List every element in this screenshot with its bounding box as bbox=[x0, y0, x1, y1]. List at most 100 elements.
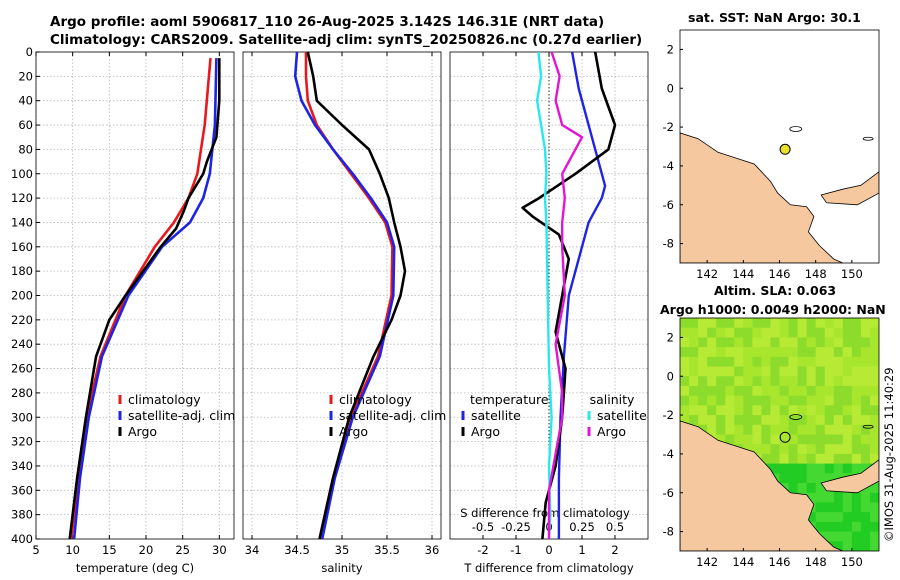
sla-cell bbox=[797, 385, 808, 397]
sla-cell bbox=[797, 395, 808, 406]
sla-cell bbox=[842, 356, 853, 368]
sla-cell bbox=[833, 492, 844, 503]
sla-cell bbox=[761, 415, 771, 426]
sla-cell bbox=[833, 327, 844, 338]
sla-cell bbox=[797, 337, 808, 348]
x-tick-label: 10 bbox=[65, 543, 80, 557]
temp-satellite-clim-line bbox=[72, 58, 218, 540]
sla-cell bbox=[725, 376, 735, 387]
sla-cell bbox=[779, 463, 790, 474]
sla-cell bbox=[770, 405, 780, 416]
x-tick-label: 30 bbox=[212, 543, 227, 557]
sla-cell bbox=[860, 395, 871, 406]
sla-map bbox=[679, 317, 880, 552]
argo-float-marker bbox=[779, 431, 791, 443]
sla-cell bbox=[824, 405, 835, 416]
y-tick-label: -2 bbox=[663, 408, 674, 422]
sla-cell bbox=[842, 347, 853, 358]
sla-cell bbox=[851, 424, 862, 435]
sla-cell bbox=[707, 337, 717, 348]
sla-cell bbox=[869, 541, 879, 551]
sla-cell bbox=[842, 424, 853, 435]
legend-label: climatology bbox=[339, 392, 412, 407]
sla-cell bbox=[770, 366, 780, 377]
sla-cell bbox=[743, 405, 753, 416]
sla-cell bbox=[833, 434, 844, 445]
sla-cell bbox=[824, 356, 835, 368]
sla-cell bbox=[761, 376, 771, 387]
sla-cell bbox=[779, 434, 790, 445]
sla-cell bbox=[752, 405, 762, 416]
sla-cell bbox=[860, 531, 871, 542]
y-tick-label: 20 bbox=[18, 69, 33, 83]
sla-cell bbox=[761, 347, 771, 358]
y-tick-label: 0 bbox=[667, 81, 674, 95]
x-tick-label: 148 bbox=[805, 555, 827, 569]
sla-cell bbox=[698, 356, 708, 368]
sla-cell bbox=[770, 444, 780, 455]
sla-cell bbox=[707, 366, 717, 377]
sla-cell bbox=[833, 356, 844, 368]
x-tick-label: 150 bbox=[841, 267, 863, 281]
sla-cell bbox=[824, 347, 835, 358]
sla-cell bbox=[869, 327, 879, 338]
sla-cell bbox=[869, 405, 879, 416]
sla-cell bbox=[779, 453, 790, 465]
sla-cell bbox=[752, 347, 762, 358]
sla-cell bbox=[851, 531, 862, 542]
sla-cell bbox=[779, 385, 790, 397]
sla-cell bbox=[824, 444, 835, 455]
sla-cell bbox=[770, 318, 780, 329]
sla-cell bbox=[761, 356, 771, 368]
sla-cell bbox=[860, 356, 871, 368]
sla-cell bbox=[851, 512, 862, 523]
sla-cell bbox=[815, 444, 826, 455]
sla-cell bbox=[851, 356, 862, 368]
sla-cell bbox=[842, 512, 853, 523]
sla-cell bbox=[869, 502, 879, 513]
sla-cell bbox=[842, 444, 853, 455]
sla-cell bbox=[770, 424, 780, 435]
sla-cell bbox=[806, 415, 817, 426]
sla-cell bbox=[788, 356, 799, 368]
sla-cell bbox=[797, 376, 808, 387]
sla-cell bbox=[689, 385, 699, 397]
sla-cell bbox=[869, 492, 879, 503]
sla-cell bbox=[770, 395, 780, 406]
sla-cell bbox=[725, 424, 735, 435]
sla-cell bbox=[860, 512, 871, 523]
sla-cell bbox=[860, 492, 871, 503]
y-tick-label: 40 bbox=[18, 94, 33, 108]
sla-cell bbox=[698, 337, 708, 348]
sla-cell bbox=[770, 453, 780, 465]
sla-cell bbox=[815, 502, 826, 513]
sla-cell bbox=[842, 541, 853, 551]
sla-cell bbox=[734, 434, 744, 445]
sla-cell bbox=[680, 395, 690, 406]
sla-cell bbox=[869, 356, 879, 368]
sla-cell bbox=[707, 347, 717, 358]
sla-cell bbox=[752, 444, 762, 455]
x-tick-label: -2 bbox=[477, 543, 488, 557]
sla-cell bbox=[824, 531, 835, 542]
y-tick-label: 260 bbox=[11, 362, 33, 376]
sla-cell bbox=[761, 395, 771, 406]
sla-cell bbox=[815, 366, 826, 377]
sla-cell bbox=[851, 327, 862, 338]
sla-cell bbox=[833, 318, 844, 329]
sla-cell bbox=[797, 415, 808, 426]
sla-map-content bbox=[680, 318, 879, 551]
sla-cell bbox=[833, 395, 844, 406]
diff-t-satellite-line bbox=[557, 51, 607, 539]
sla-cell bbox=[842, 415, 853, 426]
sst-map-content bbox=[680, 126, 879, 263]
sla-cell bbox=[851, 434, 862, 445]
sla-cell bbox=[761, 366, 771, 377]
sla-cell bbox=[770, 385, 780, 397]
sla-cell bbox=[680, 356, 690, 368]
sla-cell bbox=[833, 502, 844, 513]
top-tick-label: 0.5 bbox=[606, 520, 624, 534]
sla-cell bbox=[752, 434, 762, 445]
sla-cell bbox=[680, 337, 690, 348]
sla-cell bbox=[833, 453, 844, 465]
